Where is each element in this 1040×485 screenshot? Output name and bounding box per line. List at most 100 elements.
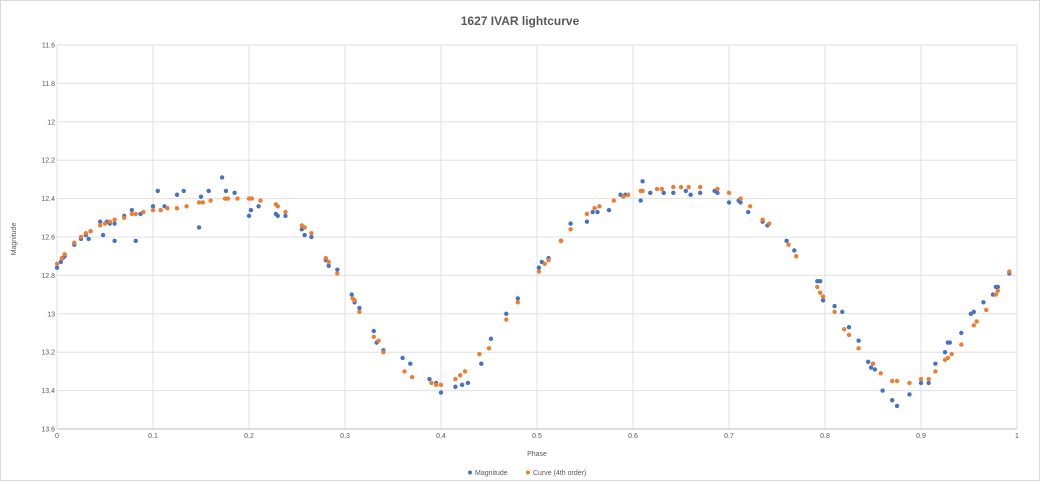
data-point bbox=[479, 361, 484, 366]
data-point bbox=[515, 296, 520, 301]
data-point bbox=[100, 232, 106, 238]
data-point bbox=[933, 369, 938, 374]
data-point bbox=[832, 303, 837, 309]
data-point bbox=[371, 328, 376, 334]
data-point bbox=[584, 211, 590, 217]
data-point bbox=[890, 378, 895, 384]
gridlines bbox=[56, 44, 1018, 430]
data-point bbox=[246, 213, 252, 219]
data-point bbox=[453, 376, 458, 382]
data-point bbox=[918, 376, 924, 382]
data-point bbox=[726, 200, 732, 205]
data-point bbox=[54, 261, 60, 267]
legend-label: Curve (4th order) bbox=[533, 470, 586, 477]
data-point bbox=[654, 186, 660, 192]
x-tick-label: 0.2 bbox=[244, 433, 254, 440]
data-point bbox=[856, 346, 861, 351]
data-point bbox=[890, 398, 895, 403]
x-tick-label: 0.6 bbox=[628, 433, 638, 440]
data-point bbox=[155, 188, 160, 194]
data-point bbox=[402, 369, 407, 374]
data-point bbox=[698, 184, 703, 190]
legend-marker bbox=[526, 470, 530, 475]
data-point bbox=[683, 188, 688, 194]
data-point bbox=[275, 213, 280, 219]
data-point bbox=[488, 336, 494, 341]
data-point bbox=[907, 392, 912, 397]
data-point bbox=[232, 190, 237, 196]
data-point bbox=[235, 196, 240, 201]
data-point bbox=[352, 298, 357, 303]
data-point bbox=[381, 350, 386, 355]
data-point bbox=[933, 361, 938, 366]
data-point bbox=[659, 186, 664, 192]
data-point bbox=[249, 196, 255, 201]
data-point bbox=[174, 206, 180, 211]
data-point bbox=[878, 371, 883, 376]
data-point bbox=[112, 217, 117, 222]
legend-marker bbox=[468, 470, 472, 475]
data-series bbox=[54, 175, 1012, 409]
data-point bbox=[427, 376, 432, 382]
data-point bbox=[866, 359, 871, 364]
data-point bbox=[371, 334, 376, 340]
data-point bbox=[258, 198, 263, 203]
data-point bbox=[83, 230, 89, 236]
data-point bbox=[584, 219, 590, 224]
data-point bbox=[434, 382, 439, 388]
data-point bbox=[546, 257, 551, 263]
data-point bbox=[112, 238, 117, 244]
data-point bbox=[981, 300, 986, 305]
data-point bbox=[832, 309, 837, 315]
data-point bbox=[88, 229, 93, 234]
data-point bbox=[174, 192, 180, 197]
data-point bbox=[868, 365, 874, 370]
data-point bbox=[820, 294, 826, 299]
data-point bbox=[150, 207, 156, 213]
y-tick-label: 13 bbox=[47, 311, 55, 318]
y-axis-ticks: 11.6 11.8 12 12.2 12.4 12.6 12.8 13 13.2 13.4 13.6 bbox=[41, 43, 55, 434]
data-point bbox=[907, 380, 912, 386]
data-point bbox=[150, 204, 156, 209]
data-point bbox=[818, 290, 823, 295]
data-point bbox=[974, 319, 979, 324]
data-point bbox=[846, 325, 852, 330]
data-point bbox=[256, 204, 261, 209]
y-tick-label: 11.8 bbox=[42, 81, 55, 88]
data-point bbox=[536, 265, 542, 270]
data-point bbox=[309, 230, 314, 236]
data-point bbox=[568, 221, 573, 226]
data-point bbox=[410, 374, 415, 380]
x-tick-label: 0.9 bbox=[916, 433, 926, 440]
data-point bbox=[141, 209, 146, 215]
data-point bbox=[376, 338, 381, 343]
data-point bbox=[640, 179, 645, 184]
y-tick-label: 12.2 bbox=[41, 158, 55, 165]
data-point bbox=[671, 190, 676, 196]
data-point bbox=[856, 338, 861, 343]
data-point bbox=[184, 204, 189, 209]
y-tick-label: 12.4 bbox=[41, 196, 55, 203]
data-point bbox=[302, 225, 307, 230]
series-magnitude bbox=[54, 175, 1012, 409]
data-point bbox=[165, 206, 170, 211]
data-point bbox=[715, 186, 720, 192]
x-axis-ticks: 0 0.1 0.2 0.3 0.4 0.5 0.6 0.7 0.8 0.9 1 bbox=[55, 433, 1019, 440]
data-point bbox=[995, 284, 1000, 290]
x-tick-label: 0.7 bbox=[724, 433, 734, 440]
data-point bbox=[995, 288, 1000, 293]
x-axis-label: Phase bbox=[527, 451, 547, 458]
data-point bbox=[515, 300, 520, 305]
data-point bbox=[686, 184, 691, 190]
data-point bbox=[738, 200, 743, 205]
legend: Magnitude Curve (4th order) bbox=[468, 470, 586, 477]
data-point bbox=[558, 238, 564, 244]
data-point bbox=[98, 223, 103, 228]
data-point bbox=[323, 255, 328, 261]
data-point bbox=[465, 380, 471, 386]
data-point bbox=[86, 236, 91, 242]
y-tick-label: 12.8 bbox=[41, 273, 55, 280]
data-point bbox=[206, 188, 211, 194]
data-point bbox=[815, 284, 820, 290]
